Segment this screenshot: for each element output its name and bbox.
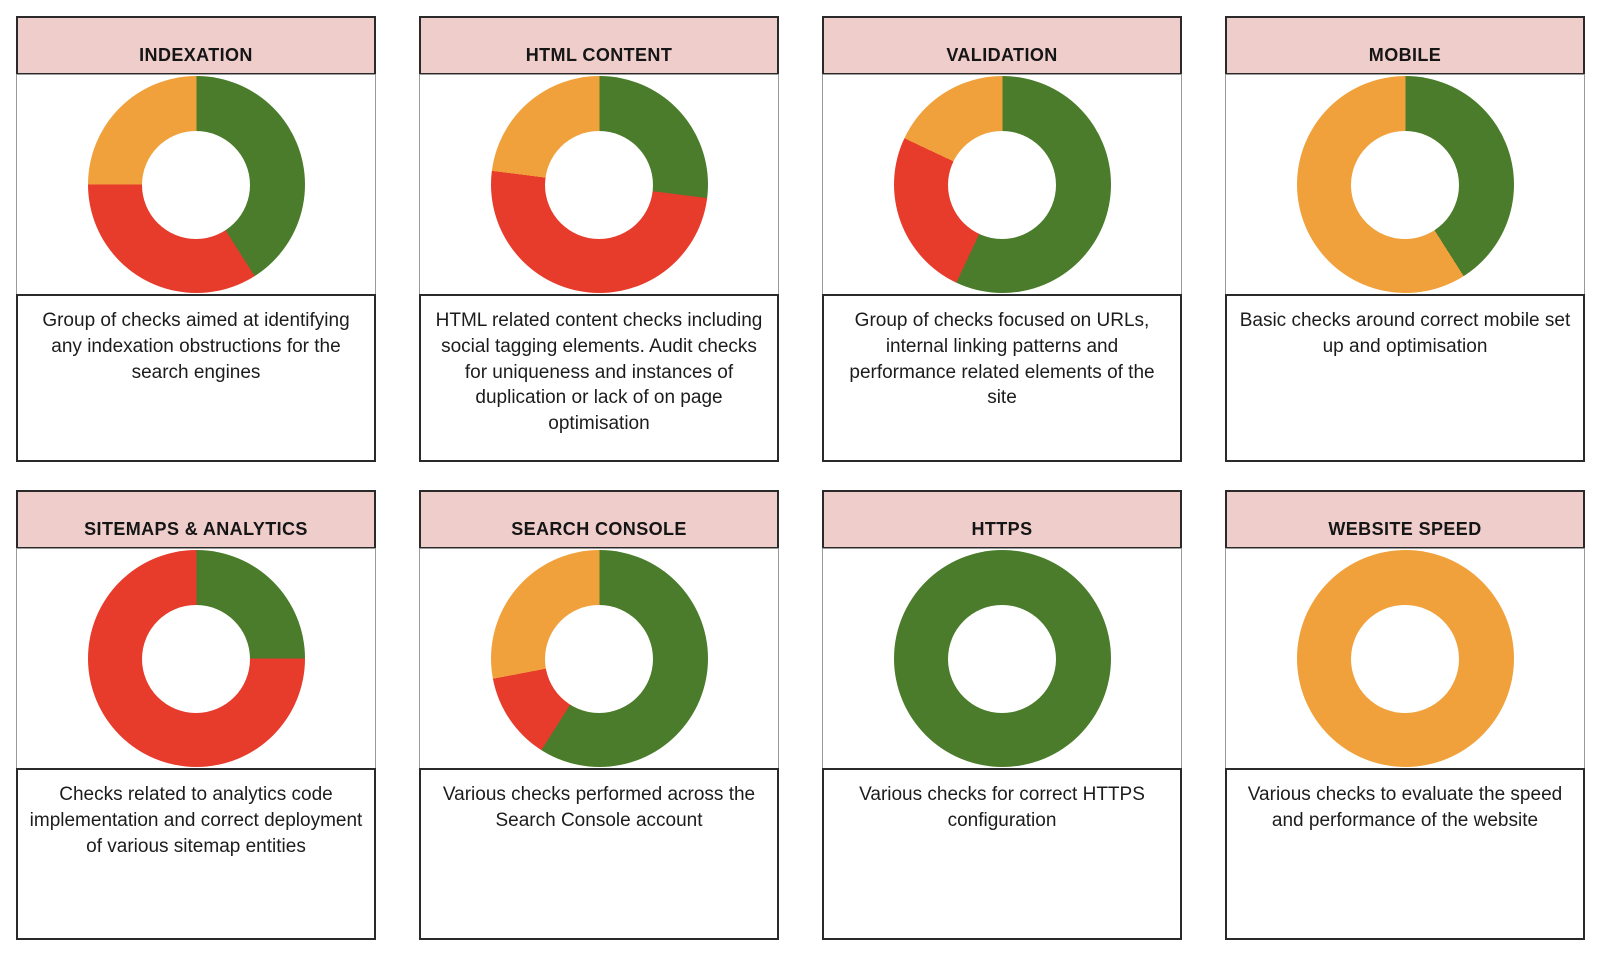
card-header: SEARCH CONSOLE (419, 490, 779, 549)
chart-area (419, 548, 779, 769)
card-description: Various checks to evaluate the speed and… (1247, 784, 1563, 831)
card-indexation: INDEXATION Group of checks aimed at iden… (16, 16, 376, 462)
card-description: Group of checks aimed at identifying any… (42, 310, 350, 383)
chart-area (419, 74, 779, 295)
card-title: WEBSITE SPEED (1328, 519, 1482, 539)
card-header: HTTPS (822, 490, 1182, 549)
donut-chart-indexation (87, 76, 305, 293)
card-description: HTML related content checks including so… (435, 310, 763, 435)
donut-chart-validation (893, 76, 1111, 293)
description-box: Group of checks focused on URLs, interna… (822, 294, 1182, 462)
donut-hole (948, 130, 1056, 239)
description-box: Group of checks aimed at identifying any… (16, 294, 376, 462)
chart-area (1225, 74, 1585, 295)
card-title: INDEXATION (139, 45, 253, 65)
card-header: WEBSITE SPEED (1225, 490, 1585, 549)
chart-area (822, 74, 1182, 295)
card-header: VALIDATION (822, 16, 1182, 75)
chart-area (16, 74, 376, 295)
card-sitemaps-analytics: SITEMAPS & ANALYTICS Checks related to a… (16, 490, 376, 940)
description-box: Various checks to evaluate the speed and… (1225, 768, 1585, 940)
card-title: VALIDATION (946, 45, 1058, 65)
card-header: HTML CONTENT (419, 16, 779, 75)
card-description: Various checks for correct HTTPS configu… (859, 784, 1145, 831)
card-description: Checks related to analytics code impleme… (29, 784, 363, 857)
donut-hole (545, 604, 653, 713)
card-title: HTTPS (971, 519, 1033, 539)
card-header: MOBILE (1225, 16, 1585, 75)
donut-hole (1351, 130, 1459, 239)
donut-hole (948, 604, 1056, 713)
donut-chart-https (893, 550, 1111, 767)
card-title: MOBILE (1368, 45, 1442, 65)
chart-area (1225, 548, 1585, 769)
donut-chart-website-speed (1296, 550, 1514, 767)
card-html-content: HTML CONTENT HTML related content checks… (419, 16, 779, 462)
card-title: SITEMAPS & ANALYTICS (84, 519, 308, 539)
donut-hole (142, 604, 250, 713)
card-website-speed: WEBSITE SPEED Various checks to evaluate… (1225, 490, 1585, 940)
card-search-console: SEARCH CONSOLE Various checks performed … (419, 490, 779, 940)
chart-area (822, 548, 1182, 769)
description-box: Various checks for correct HTTPS configu… (822, 768, 1182, 940)
donut-chart-html-content (490, 76, 708, 293)
card-header: INDEXATION (16, 16, 376, 75)
card-description: Basic checks around correct mobile set u… (1239, 310, 1571, 357)
card-description: Group of checks focused on URLs, interna… (849, 310, 1155, 409)
donut-chart-sitemaps-analytics (87, 550, 305, 767)
donut-hole (545, 130, 653, 239)
card-title: HTML CONTENT (525, 45, 673, 65)
card-header: SITEMAPS & ANALYTICS (16, 490, 376, 549)
card-validation: VALIDATION Group of checks focused on UR… (822, 16, 1182, 462)
donut-chart-mobile (1296, 76, 1514, 293)
description-box: Basic checks around correct mobile set u… (1225, 294, 1585, 462)
description-box: Checks related to analytics code impleme… (16, 768, 376, 940)
card-https: HTTPS Various checks for correct HTTPS c… (822, 490, 1182, 940)
donut-hole (1351, 604, 1459, 713)
description-box: HTML related content checks including so… (419, 294, 779, 462)
card-title: SEARCH CONSOLE (511, 519, 687, 539)
donut-hole (142, 130, 250, 239)
card-description: Various checks performed across the Sear… (442, 784, 756, 831)
donut-chart-search-console (490, 550, 708, 767)
chart-area (16, 548, 376, 769)
description-box: Various checks performed across the Sear… (419, 768, 779, 940)
card-mobile: MOBILE Basic checks around correct mobil… (1225, 16, 1585, 462)
